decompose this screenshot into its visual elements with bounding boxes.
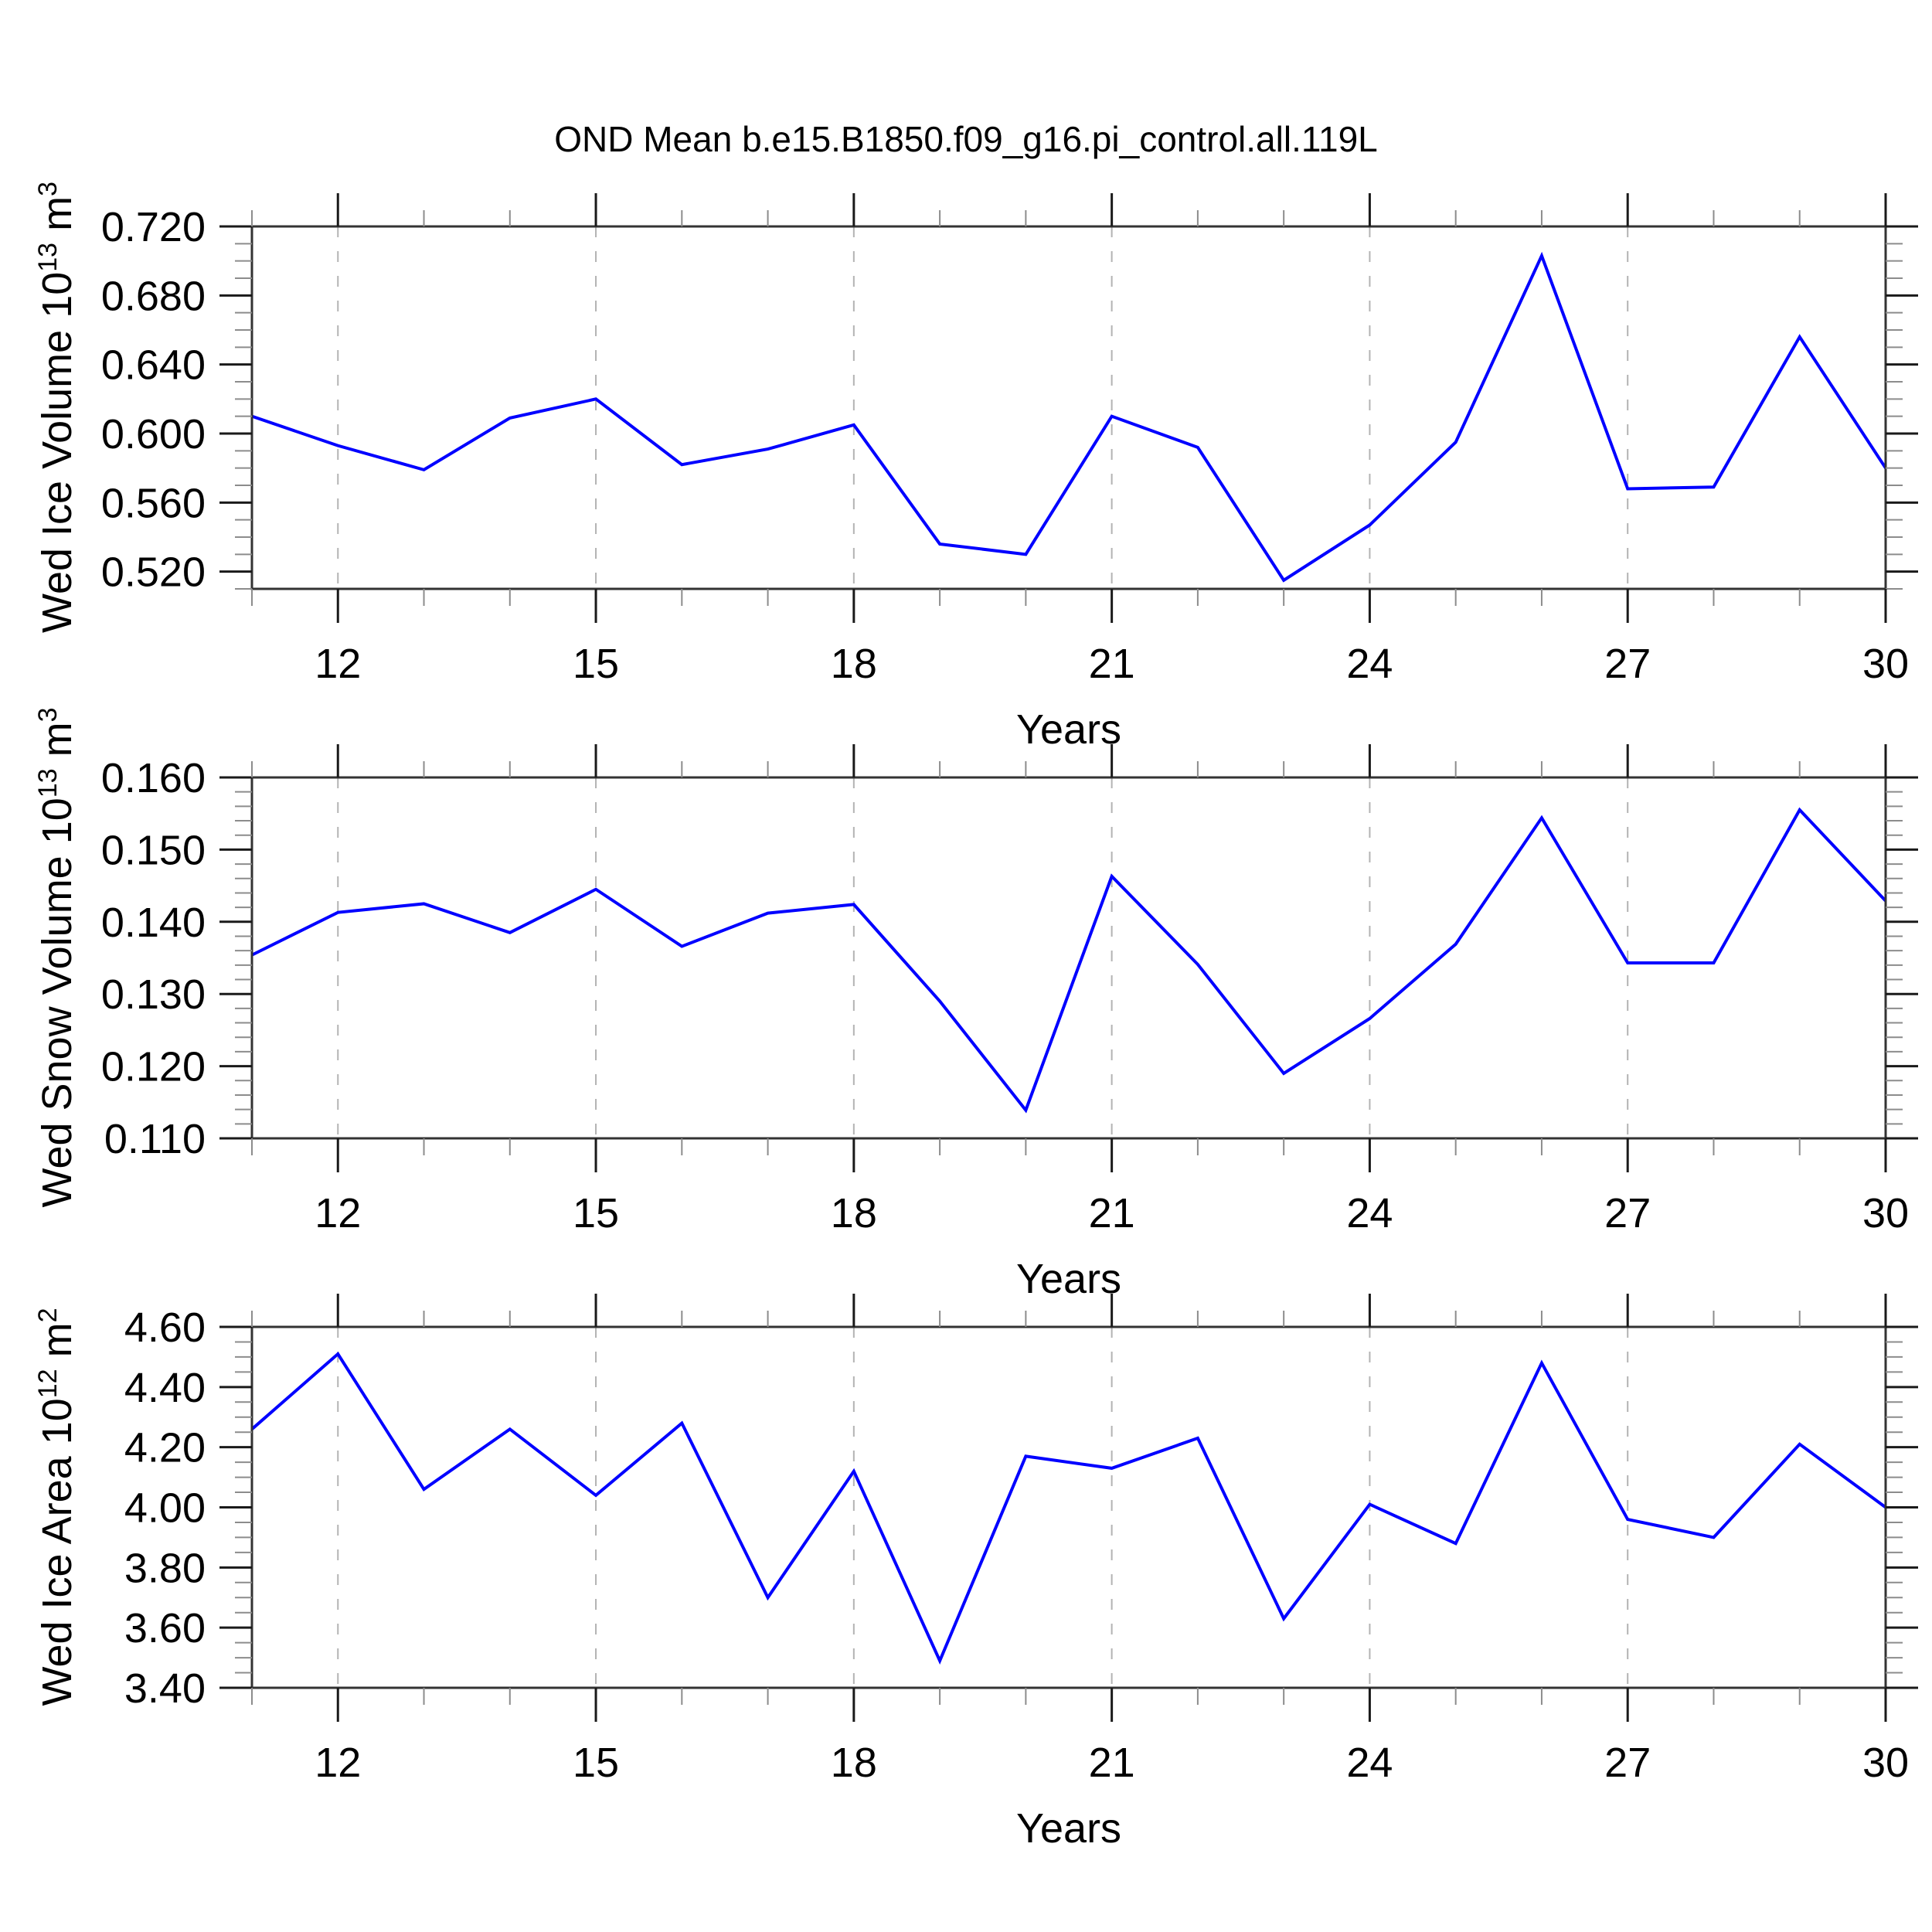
panel-3: 3.40 3.60 3.80 4.00 4.20 4.40 4.60 12 15 18 21 24 27…: [124, 1294, 1918, 1786]
y-axis-title-unit-exponent: 3: [33, 707, 63, 723]
x-tick-label: 21: [1089, 641, 1135, 687]
x-tick-label: 30: [1862, 641, 1909, 687]
y-axis-title-exponent: 12: [33, 1369, 63, 1399]
x-tick-label: 18: [831, 641, 877, 687]
x-tick-label: 27: [1604, 1190, 1651, 1236]
plot-box: [250, 225, 1887, 590]
y-axis-title-text: Wed Ice Area 10: [34, 1398, 80, 1706]
y-tick-label: 0.640: [101, 342, 206, 389]
y-axis-title-exponent: 13: [33, 242, 63, 272]
x-tick-label: 24: [1346, 1190, 1393, 1236]
y-tick-label: 0.110: [104, 1116, 206, 1162]
data-line-series: [251, 807, 1887, 1114]
x-tick-label: 21: [1089, 1740, 1135, 1786]
y-axis-title-unit: m: [34, 722, 80, 769]
y-axis-title-unit: m: [34, 196, 80, 243]
x-tick-label: 24: [1346, 1740, 1393, 1786]
data-line-series: [251, 251, 1887, 583]
y-tick-label: 4.00: [124, 1485, 206, 1532]
x-tick-label: 18: [831, 1190, 877, 1236]
y-tick-label: 0.520: [101, 549, 206, 596]
y-tick-label: 0.160: [101, 755, 206, 801]
y-tick-label: 3.40: [124, 1665, 206, 1712]
x-tick-label: 15: [573, 1740, 619, 1786]
x-tick-label: 15: [573, 1190, 619, 1236]
y-axis-title-unit: m: [34, 1322, 80, 1369]
y-tick-label: 4.40: [124, 1365, 206, 1411]
x-tick-label: 12: [315, 1740, 361, 1786]
chart-title: OND Mean b.e15.B1850.f09_g16.pi_control.…: [554, 119, 1378, 159]
y-axis-title-unit-exponent: 3: [33, 181, 63, 196]
plot-box: [250, 1325, 1887, 1689]
y-axis-title-ice-area: Wed Ice Area 1012 m2: [21, 1121, 80, 1893]
x-tick-label: 18: [831, 1740, 877, 1786]
x-tick-label: 27: [1604, 641, 1651, 687]
x-tick-label: 12: [315, 1190, 361, 1236]
data-line-series: [250, 1351, 1887, 1665]
x-axis-title-panel-1: Years: [1015, 706, 1122, 753]
plot-box: [250, 776, 1887, 1140]
y-tick-label: 0.680: [101, 273, 206, 319]
y-tick-label: 0.130: [101, 971, 206, 1018]
y-tick-label: 4.20: [124, 1425, 206, 1471]
y-tick-label: 3.80: [124, 1545, 206, 1591]
y-tick-label: 3.60: [124, 1605, 206, 1651]
x-tick-label: 30: [1862, 1740, 1909, 1786]
x-tick-label: 24: [1346, 641, 1393, 687]
x-axis-title-panel-3: Years: [1015, 1805, 1122, 1852]
x-tick-label: 12: [315, 641, 361, 687]
y-axis-title-unit-exponent: 2: [33, 1308, 63, 1323]
y-tick-label: 0.120: [101, 1044, 206, 1090]
y-tick-label: 0.560: [101, 480, 206, 526]
panel-2: 0.110 0.120 0.130 0.140 0.150 0.160 12 15 18 21 24…: [101, 744, 1918, 1236]
y-tick-label: 0.720: [101, 204, 206, 250]
y-tick-label: 0.150: [101, 827, 206, 873]
y-tick-label: 4.60: [124, 1304, 206, 1351]
x-tick-label: 27: [1604, 1740, 1651, 1786]
y-tick-label: 0.600: [101, 411, 206, 457]
x-tick-label: 21: [1089, 1190, 1135, 1236]
x-axis-title-panel-2: Years: [1015, 1256, 1122, 1302]
panel-1: 0.520 0.560 0.600 0.640 0.680 0.720 12 15 18 21 24…: [101, 193, 1918, 687]
x-tick-label: 30: [1862, 1190, 1909, 1236]
x-tick-label: 15: [573, 641, 619, 687]
y-axis-title-exponent: 13: [33, 768, 63, 798]
y-tick-label: 0.140: [101, 900, 206, 946]
